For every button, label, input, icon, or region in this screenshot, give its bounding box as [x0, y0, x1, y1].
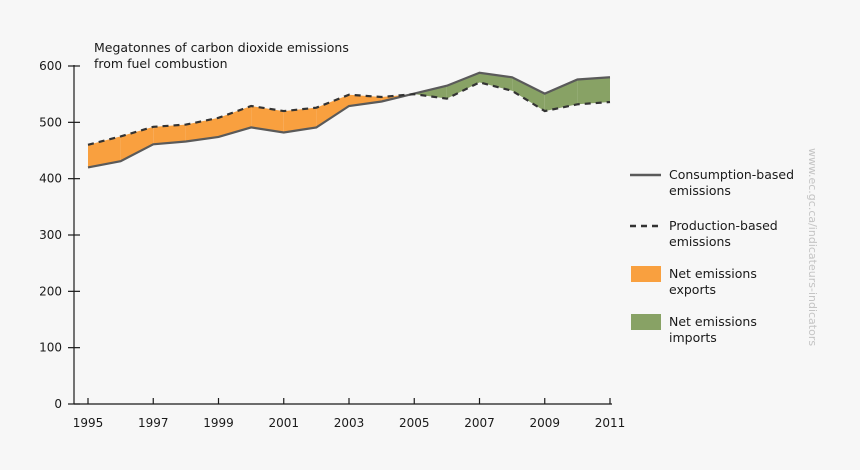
- net-exports-area: [185, 117, 219, 142]
- y-tick-label: 0: [54, 397, 62, 411]
- x-tick-label: 2003: [334, 416, 365, 430]
- net-exports-area: [120, 126, 154, 162]
- y-tick-label: 600: [39, 59, 62, 73]
- net-exports-area: [316, 94, 349, 128]
- net-imports-area: [544, 79, 578, 112]
- legend-consumption-label-2: emissions: [669, 183, 731, 198]
- legend-exports-label-1: Net emissions: [669, 266, 757, 281]
- y-tick-label: 100: [39, 341, 62, 355]
- legend-imports-label-2: imports: [669, 330, 717, 345]
- y-tick-label: 200: [39, 284, 62, 298]
- x-tick-label: 1999: [203, 416, 234, 430]
- watermark-url: www.ec.gc.ca/indicateurs-indicators: [806, 148, 819, 346]
- net-imports-area: [512, 77, 545, 112]
- net-imports-area: [446, 72, 480, 99]
- x-tick-label: 2007: [464, 416, 495, 430]
- x-tick-label: 2001: [268, 416, 299, 430]
- net-exports-area: [251, 105, 284, 133]
- net-imports-area: [479, 72, 513, 91]
- legend-exports-label-2: exports: [669, 282, 716, 297]
- x-tick-label: 1997: [138, 416, 169, 430]
- legend-production-label-1: Production-based: [669, 218, 778, 233]
- net-imports-area: [414, 85, 447, 99]
- x-tick-label: 1995: [73, 416, 104, 430]
- y-tick-label: 300: [39, 228, 62, 242]
- net-exports-area: [153, 124, 186, 145]
- net-exports-area: [88, 136, 121, 168]
- x-tick-label: 2011: [595, 416, 626, 430]
- net-exports-area: [349, 94, 382, 106]
- legend-imports-label-1: Net emissions: [669, 314, 757, 329]
- legend-consumption-label-1: Consumption-based: [669, 167, 794, 182]
- legend-imports-swatch: [631, 314, 661, 330]
- legend: Consumption-based emissions Production-b…: [630, 167, 794, 345]
- consumption-line: [87, 71, 611, 169]
- chart-title-line-2: from fuel combustion: [94, 56, 228, 71]
- x-tick-label: 2005: [399, 416, 430, 430]
- x-tick-label: 2009: [529, 416, 560, 430]
- net-imports-area: [577, 77, 610, 105]
- legend-production-label-2: emissions: [669, 234, 731, 249]
- y-tick-label: 500: [39, 115, 62, 129]
- chart-title-line-1: Megatonnes of carbon dioxide emissions: [94, 40, 349, 55]
- y-tick-label: 400: [39, 172, 62, 186]
- net-exports-area: [283, 107, 317, 133]
- legend-exports-swatch: [631, 266, 661, 282]
- production-line: [87, 81, 611, 146]
